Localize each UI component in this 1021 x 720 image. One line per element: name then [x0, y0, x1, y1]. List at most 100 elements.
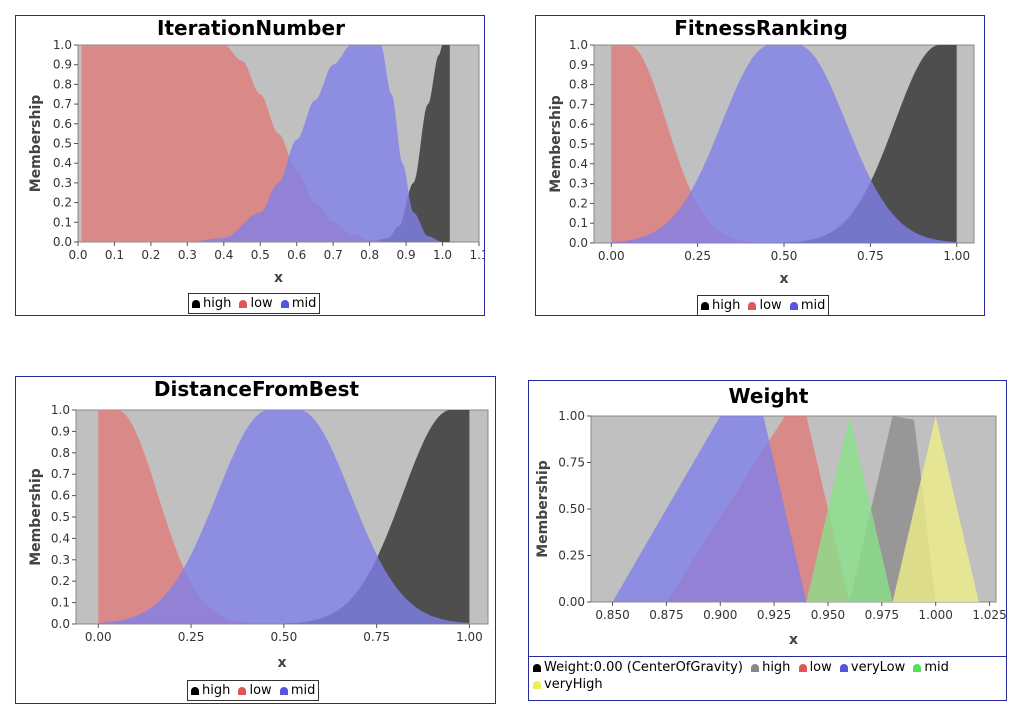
x-tick-label: 0.50 — [270, 630, 297, 644]
x-tick-label: 1.00 — [456, 630, 483, 644]
legend-swatch-high — [192, 299, 200, 308]
series-area-low — [98, 410, 303, 624]
legend-iteration-number: high low mid — [188, 293, 321, 314]
chart-panel-iteration-number: IterationNumber 0.0 0.1 0.2 0.3 0.4 0.5 0.6 0.7 0… — [15, 15, 485, 316]
y-tick-label: 0.75 — [558, 456, 585, 470]
y-tick-label: 1.00 — [558, 409, 585, 423]
y-tick-label: 0.6 — [569, 117, 588, 131]
x-tick-label: 0.4 — [214, 248, 233, 262]
y-tick-label: 0.1 — [569, 216, 588, 230]
legend-swatch-very-high — [533, 680, 541, 689]
y-tick-label: 1.0 — [569, 38, 588, 52]
y-tick-label: 0.8 — [53, 77, 72, 91]
y-tick-label: 0.7 — [569, 97, 588, 111]
x-axis-label: x — [277, 655, 286, 671]
legend-label-low: low — [249, 683, 272, 698]
x-tick-label: 0.75 — [363, 630, 390, 644]
chart-title: DistanceFromBest — [154, 377, 360, 401]
series-area-mid — [98, 410, 470, 624]
legend-swatch-high — [191, 686, 199, 695]
legend-fitness-ranking: high low mid — [697, 295, 830, 315]
x-tick-label: 1.0 — [433, 248, 452, 262]
legend-item-low: low — [748, 297, 782, 314]
legend-item-weight-value: Weight:0.00 (CenterOfGravity) — [533, 659, 743, 676]
legend-label-high: high — [762, 660, 791, 675]
legend-item-very-low: veryLow — [839, 659, 905, 676]
chart-title: FitnessRanking — [674, 16, 848, 40]
legend-item-low: low — [239, 295, 273, 312]
legend-label-mid: mid — [800, 298, 826, 313]
x-tick-label: 0.3 — [178, 248, 197, 262]
legend-label-high: high — [712, 298, 741, 313]
x-tick-label: 0.7 — [324, 248, 343, 262]
x-tick-label: 0.950 — [811, 608, 845, 622]
x-tick-label: 0.6 — [287, 248, 306, 262]
y-axis-label: Membership — [535, 460, 551, 558]
x-tick-label: 0.975 — [865, 608, 899, 622]
legend-label-low: low — [809, 660, 832, 675]
x-tick-label: 0.5 — [251, 248, 270, 262]
y-tick-label: 0.8 — [569, 78, 588, 92]
legend-swatch-low — [798, 663, 807, 672]
chart-panel-weight: Weight 0.00 0.25 0.50 0.75 1.00 0.850 0.875 0.90… — [528, 380, 1007, 701]
legend-item-low: low — [238, 682, 272, 699]
legend-swatch-weight-value — [533, 663, 541, 672]
legend-label-high: high — [202, 683, 231, 698]
legend-item-mid: mid — [280, 295, 316, 312]
y-tick-label: 0.5 — [51, 510, 70, 524]
y-tick-label: 0.2 — [569, 196, 588, 210]
legend-swatch-mid — [280, 299, 289, 308]
series-group — [98, 410, 470, 624]
legend-item-mid: mid — [279, 682, 315, 699]
x-tick-label: 1.1 — [469, 248, 485, 262]
y-tick-label: 0.6 — [51, 489, 70, 503]
chart-svg-weight: Weight 0.00 0.25 0.50 0.75 1.00 0.850 0.875 0.90… — [535, 384, 1006, 648]
legend-swatch-low — [239, 299, 248, 308]
series-group — [612, 416, 979, 602]
legend-swatch-very-low — [839, 663, 848, 672]
y-tick-label: 0.0 — [569, 236, 588, 250]
series-area-mid — [806, 416, 893, 602]
y-tick-label: 0.0 — [53, 235, 72, 249]
chart-panel-distance-from-best: DistanceFromBest 0.0 0.1 0.2 0.3 0.4 0.5 0.6 0.7… — [15, 376, 496, 704]
y-tick-label: 0.00 — [558, 595, 585, 609]
series-group — [81, 45, 450, 242]
x-tick-label: 0.2 — [141, 248, 160, 262]
x-tick-label: 0.8 — [360, 248, 379, 262]
legend-swatch-mid — [913, 663, 922, 672]
x-tick-label: 0.0 — [68, 248, 87, 262]
y-axis-label: Membership — [548, 95, 564, 193]
x-tick-label: 1.00 — [943, 249, 970, 263]
series-area-high — [784, 45, 957, 243]
x-tick-label: 1.000 — [919, 608, 953, 622]
y-axis-label: Membership — [28, 95, 44, 193]
y-tick-label: 0.5 — [569, 137, 588, 151]
x-tick-label: 0.00 — [598, 249, 625, 263]
y-tick-label: 0.4 — [51, 531, 70, 545]
x-tick-label: 0.25 — [684, 249, 711, 263]
y-tick-label: 0.4 — [569, 157, 588, 171]
series-group — [611, 45, 957, 243]
series-area-veryHigh — [892, 416, 979, 602]
legend-item-high: high — [192, 295, 231, 312]
legend-label-low: low — [250, 296, 273, 311]
x-axis-label: x — [789, 632, 798, 648]
y-tick-label: 0.9 — [569, 58, 588, 72]
legend-label-mid: mid — [924, 660, 949, 675]
chart-title: IterationNumber — [157, 16, 345, 40]
series-area-high — [283, 410, 470, 624]
series-area-low — [611, 45, 802, 243]
y-tick-label: 1.0 — [51, 403, 70, 417]
y-axis-label: Membership — [28, 468, 44, 566]
legend-item-high: high — [191, 682, 230, 699]
x-tick-label: 0.50 — [771, 249, 798, 263]
legend-weight: Weight:0.00 (CenterOfGravity) high low v… — [529, 656, 1006, 700]
legend-item-mid: mid — [913, 659, 949, 676]
legend-item-mid: mid — [789, 297, 826, 314]
legend-item-very-high: veryHigh — [533, 676, 603, 693]
legend-swatch-mid — [789, 301, 798, 310]
legend-label-low: low — [759, 298, 782, 313]
x-tick-label: 0.75 — [857, 249, 884, 263]
legend-item-high: high — [701, 297, 740, 314]
y-tick-label: 0.0 — [51, 617, 70, 631]
